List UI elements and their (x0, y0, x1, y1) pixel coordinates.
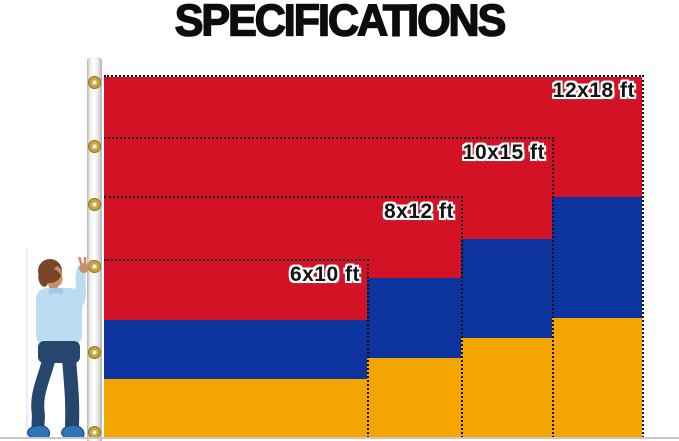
person-hair-back (38, 271, 48, 287)
grommet (89, 261, 100, 272)
grommet (89, 141, 100, 152)
flag-stripe-2 (104, 379, 367, 438)
flag-6x10-ft: 6x10 ft (104, 259, 369, 438)
flagpole (87, 57, 102, 441)
flag-size-label: 12x18 ft (552, 79, 635, 102)
page-title: SPECIFICATIONS (174, 0, 507, 47)
person-illustration (27, 257, 93, 438)
grommet (89, 77, 100, 88)
ground-line (0, 437, 679, 439)
flag-size-label: 10x15 ft (462, 141, 545, 164)
person-shirt (36, 288, 82, 346)
flag-stripe-0 (104, 261, 367, 320)
grommet (89, 199, 100, 210)
backdrop-edge (26, 248, 28, 438)
person-head (38, 259, 63, 292)
flag-size-label: 8x12 ft (383, 200, 454, 223)
flag-size-label: 6x10 ft (289, 263, 360, 286)
person-hand (78, 257, 93, 273)
person-shoes (27, 424, 85, 438)
grommet (89, 427, 100, 438)
person-pants (31, 341, 80, 432)
person-collar (48, 287, 64, 295)
flag-stripe-1 (104, 320, 367, 379)
grommet (89, 347, 100, 358)
